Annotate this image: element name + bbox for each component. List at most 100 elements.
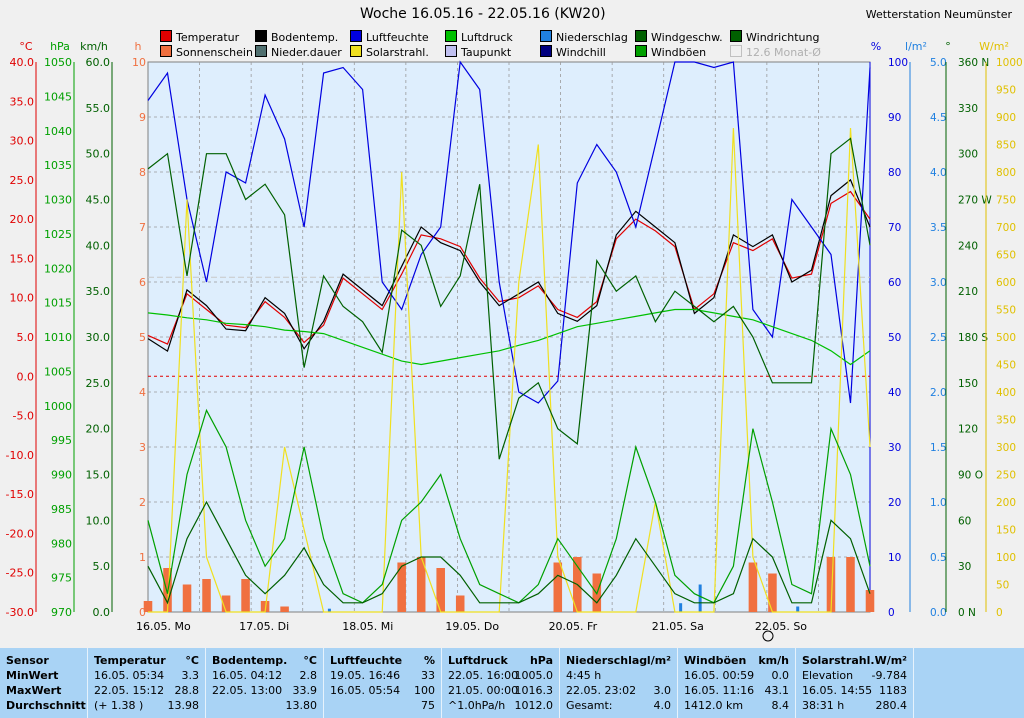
axis-tick-label: 850 bbox=[996, 140, 1016, 152]
axis-tick-label: 1005 bbox=[44, 365, 72, 378]
axis-tick-label: 350 bbox=[996, 415, 1016, 427]
sunshine-bar bbox=[241, 579, 250, 612]
table-cell-label: ^1.0hPa/h bbox=[448, 699, 506, 712]
table-cell-value: 13.80 bbox=[285, 699, 318, 712]
axis-tick-label: 25.0 bbox=[10, 174, 35, 187]
axis-tick-label: 25.0 bbox=[86, 377, 111, 390]
axis-tick-label: 950 bbox=[996, 85, 1016, 97]
axis-tick-label: 0.0 bbox=[930, 607, 947, 619]
axis-tick-label: 0.0 bbox=[93, 606, 111, 619]
axis-tick-label: 0.0 bbox=[17, 370, 35, 383]
axis-unit: ° bbox=[945, 40, 951, 53]
weather-chart: °C40.035.030.025.020.015.010.05.00.0-5.0… bbox=[6, 40, 1023, 642]
legend-swatch bbox=[635, 30, 647, 42]
axis-tick-label: 30.0 bbox=[86, 331, 111, 344]
axis-tick-label: 300 bbox=[996, 442, 1016, 454]
axis-tick-label: 1050 bbox=[44, 56, 72, 69]
axis-tick-label: 0 bbox=[139, 606, 146, 619]
table-cell-label: 16.05. 11:16 bbox=[684, 684, 755, 697]
axis-tick-label: 20 bbox=[888, 497, 901, 509]
axis-tick-label: 150 bbox=[996, 525, 1016, 537]
series-luftfeuchte bbox=[147, 60, 871, 404]
legend: Temperatur Bodentemp. Luftfeuchte Luftdruck… bbox=[160, 30, 880, 60]
sunshine-bar bbox=[865, 590, 875, 612]
axis-tick-label: 4.0 bbox=[930, 167, 947, 179]
axis-tick-label: 240 bbox=[958, 240, 978, 252]
series-bodentemp bbox=[147, 178, 871, 353]
axis-tick-label: 985 bbox=[51, 503, 72, 516]
sunshine-bar bbox=[553, 562, 563, 612]
table-cell-value: 0.0 bbox=[771, 669, 790, 682]
legend-label: Sonnenschein bbox=[176, 46, 253, 59]
sunshine-bar bbox=[846, 557, 855, 612]
axis-tick-label: 20.0 bbox=[86, 423, 111, 436]
axis-tick-label: 2.5 bbox=[930, 332, 947, 344]
rain-bar bbox=[327, 608, 331, 612]
series-luftdruck bbox=[147, 308, 871, 366]
table-cell-label: 1412.0 km bbox=[684, 699, 744, 712]
axis-tick-label: -20.0 bbox=[6, 527, 34, 540]
table-cell-label: 22.05. 16:00 bbox=[448, 669, 519, 682]
table-cell-value: 8.4 bbox=[771, 699, 790, 712]
axis-tick-label: 980 bbox=[51, 537, 72, 550]
axis-tick-label: 5.0 bbox=[930, 57, 947, 69]
axis-tick-label: 1000 bbox=[996, 57, 1023, 69]
axis-tick-label: 1035 bbox=[44, 159, 72, 172]
chart-title: Woche 16.05.16 - 22.05.16 (KW20) bbox=[360, 6, 606, 22]
axis-tick-label: 20.0 bbox=[10, 213, 35, 226]
table-label-column: Sensor MinWert MaxWert Durchschnitt bbox=[0, 648, 88, 718]
now-marker bbox=[762, 630, 774, 642]
legend-label: Temperatur bbox=[176, 31, 240, 44]
table-column: Luftdruck hPa 22.05. 16:00 1005.0 21.05. 00:… bbox=[442, 648, 560, 718]
axis-tick-label: 15.0 bbox=[86, 469, 111, 482]
legend-label: Luftdruck bbox=[461, 31, 513, 44]
table-column-unit: W/m² bbox=[874, 654, 907, 667]
axis-tick-label: 1045 bbox=[44, 90, 72, 103]
table-column-header: Luftfeuchte bbox=[330, 654, 403, 667]
table-cell-label: 22.05. 13:00 bbox=[212, 684, 283, 697]
table-cell-label: (+ 1.38 ) bbox=[94, 699, 144, 712]
table-column: Solarstrahl. W/m² Elevation -9.784 16.05. 14… bbox=[796, 648, 914, 718]
legend-swatch bbox=[635, 45, 647, 57]
legend-swatch bbox=[160, 45, 172, 57]
table-row-label: MaxWert bbox=[6, 684, 62, 697]
table-cell-label: 16.05. 14:55 bbox=[802, 684, 873, 697]
table-cell-value: 33.9 bbox=[292, 684, 318, 697]
sunshine-bar bbox=[748, 562, 758, 612]
legend-swatch bbox=[350, 45, 362, 57]
x-tick-label: 21.05. Sa bbox=[652, 620, 704, 633]
axis-tick-label: -5.0 bbox=[13, 410, 34, 423]
sunshine-bar bbox=[455, 595, 465, 612]
sunshine-bar bbox=[182, 584, 192, 612]
axis-tick-label: 550 bbox=[996, 305, 1016, 317]
axis-tick-label: 40.0 bbox=[10, 56, 35, 69]
sunshine-bar bbox=[202, 579, 211, 612]
table-cell-value: 3.3 bbox=[181, 669, 200, 682]
legend-item: Temperatur bbox=[160, 30, 239, 44]
axis-unit: km/h bbox=[80, 40, 108, 53]
legend-label: 12.6 Monat-Ø bbox=[746, 46, 821, 59]
axis-tick-label: 70 bbox=[888, 222, 901, 234]
table-column-unit: km/h bbox=[758, 654, 789, 667]
table-cell-label: Gesamt: bbox=[566, 699, 613, 712]
table-column-header: Bodentemp. bbox=[212, 654, 288, 667]
axis-tick-label: 35.0 bbox=[10, 95, 35, 108]
table-column-header: Windböen bbox=[684, 654, 747, 667]
axis-tick-label: 35.0 bbox=[86, 285, 111, 298]
table-column-unit: hPa bbox=[529, 654, 553, 667]
axis-tick-label: 750 bbox=[996, 195, 1016, 207]
legend-label: Windchill bbox=[556, 46, 606, 59]
series-windgeschw bbox=[147, 500, 871, 605]
series-windrichtung bbox=[147, 137, 871, 460]
table-cell-value: 33 bbox=[421, 669, 435, 682]
legend-label: Taupunkt bbox=[461, 46, 512, 59]
series-solarstrahl bbox=[148, 127, 871, 613]
axis-tick-label: 330 bbox=[958, 103, 978, 115]
sunshine-bar bbox=[416, 557, 426, 612]
legend-swatch bbox=[730, 45, 742, 57]
legend-label: Niederschlag bbox=[556, 31, 628, 44]
sunshine-bar bbox=[280, 606, 289, 612]
legend-label: Windböen bbox=[651, 46, 707, 59]
legend-swatch bbox=[540, 30, 552, 42]
legend-item: 12.6 Monat-Ø bbox=[730, 45, 821, 59]
